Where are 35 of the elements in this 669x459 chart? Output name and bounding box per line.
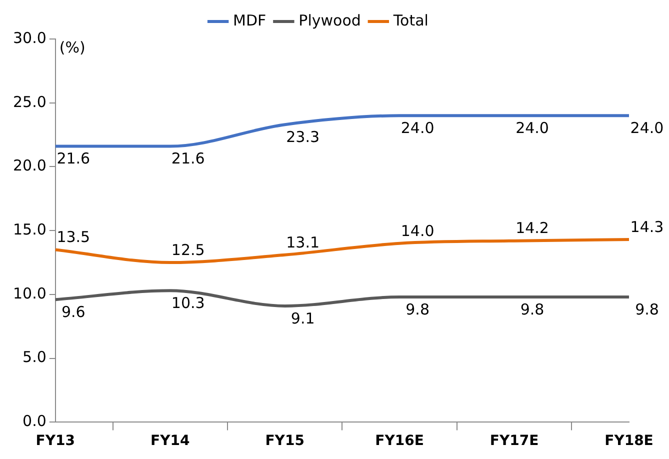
x-tick-label: FY13 [36,433,75,450]
data-label: 13.5 [56,228,90,246]
y-tick-label: 0.0 [22,412,46,430]
legend-label: Total [392,11,428,30]
data-label: 9.1 [290,309,315,328]
x-tick-label: FY18E [604,433,654,450]
data-label: 24.0 [400,119,434,138]
x-tick-label: FY15 [265,433,304,450]
data-label: 9.8 [520,300,544,318]
data-label: 9.8 [635,300,659,318]
data-label: 24.0 [516,119,549,138]
y-tick-label: 20.0 [12,156,46,175]
x-tick-label: FY16E [375,433,424,450]
data-label: 24.0 [630,119,664,138]
y-tick-label: 5.0 [22,348,46,366]
y-tick-label: 25.0 [12,92,46,111]
data-label: 14.2 [516,219,549,238]
x-tick-label: FY14 [150,433,190,450]
data-label: 13.1 [286,233,320,252]
data-label: 23.3 [286,128,320,146]
data-label: 21.6 [56,150,90,168]
legend-label: Plywood [298,11,361,30]
data-label: 21.6 [171,150,205,168]
data-label: 9.8 [406,300,430,318]
data-label: 14.3 [630,218,664,236]
data-label: 14.0 [400,222,434,240]
data-label: 12.5 [171,240,205,259]
y-axis-title: (%) [59,38,86,56]
y-tick-label: 15.0 [12,220,46,238]
y-tick-label: 30.0 [12,28,46,47]
legend-label: MDF [233,11,266,30]
x-tick-label: FY17E [490,433,539,450]
y-tick-label: 10.0 [12,284,46,302]
data-label: 9.6 [61,302,86,321]
data-label: 10.3 [171,294,205,312]
